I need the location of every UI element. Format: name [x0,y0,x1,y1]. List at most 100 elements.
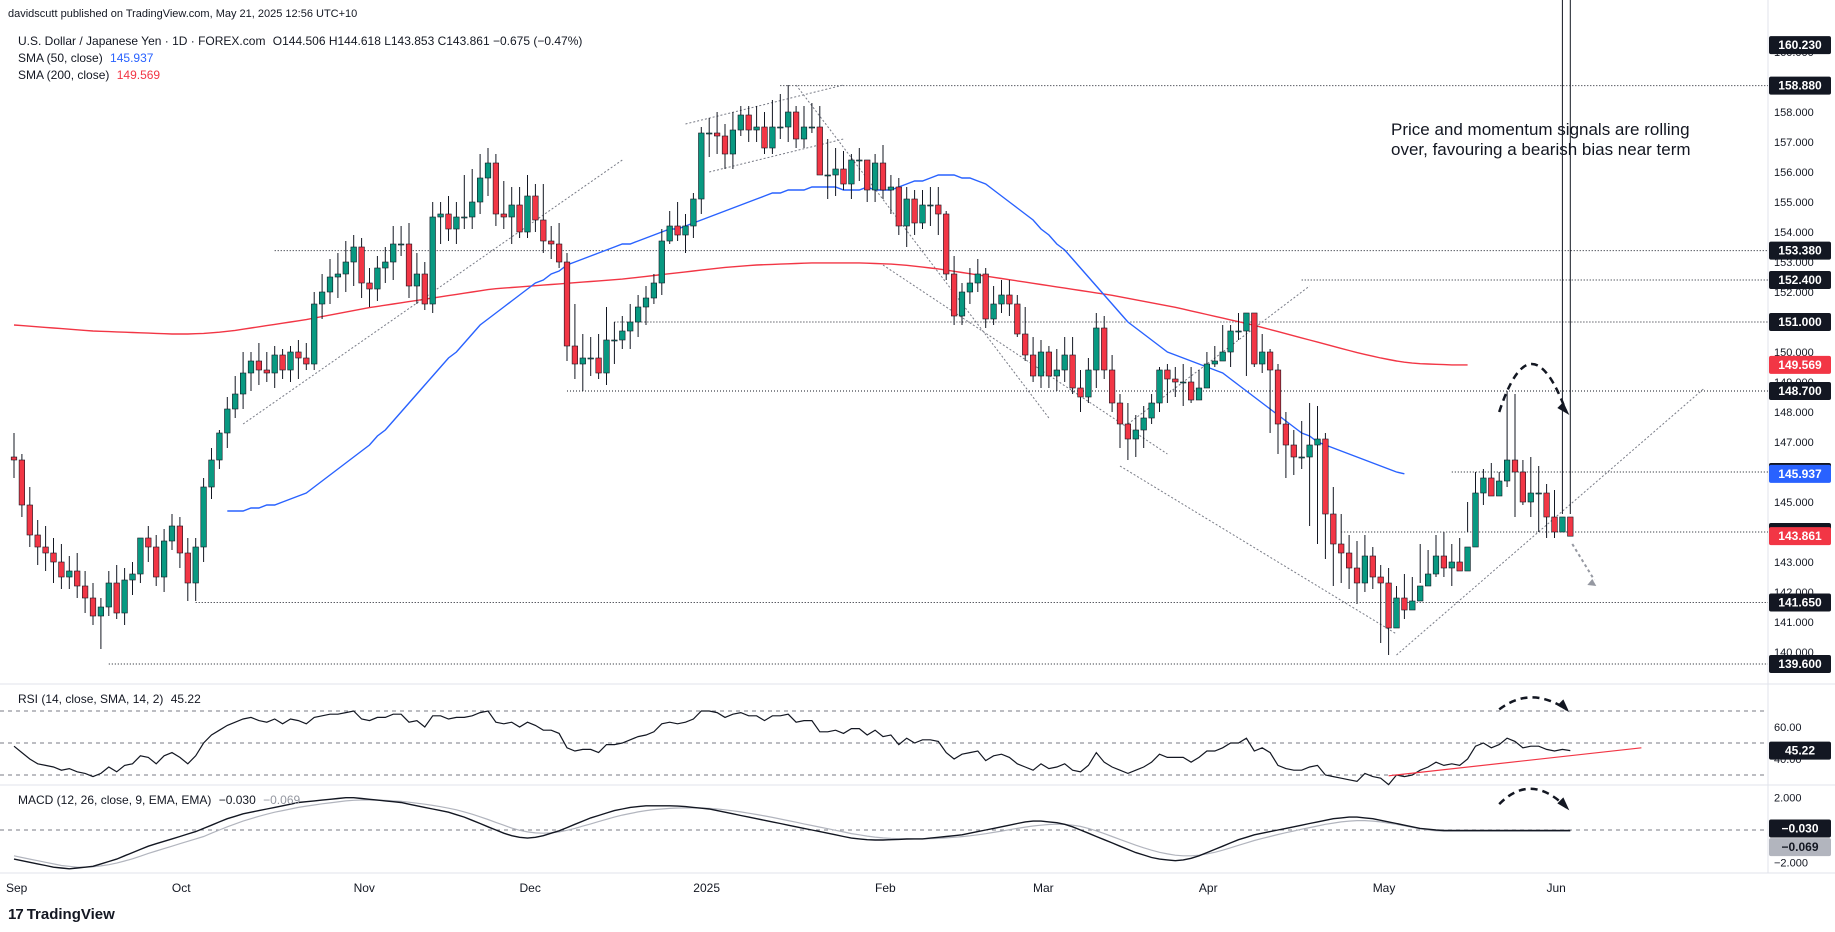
candle-body [1535,492,1542,495]
candle-body [10,456,18,461]
macd-badge-bg [1769,819,1831,838]
candle-body [82,585,89,599]
candle-body [887,186,894,191]
price-badge: 153.380 [1778,244,1822,258]
candle-body [1124,423,1131,440]
candle-body [1551,516,1558,533]
candle-body [1456,561,1463,572]
candle-body [690,198,697,227]
candle-body [1140,417,1147,431]
candle-body [413,273,421,287]
candle-body [255,360,263,371]
candle-body [121,579,128,614]
candle-body [1519,471,1526,503]
candle-body [532,195,539,221]
sma50-legend[interactable]: SMA (50, close) 145.937 [18,51,157,65]
price-tick-label: 148.000 [1774,407,1814,419]
candle-body [1425,573,1432,587]
candle-body [1488,477,1495,497]
candle-body [745,114,752,131]
candle-body [1180,381,1187,384]
candle-body [405,243,413,287]
price-tick-label: 143.000 [1774,557,1814,569]
macd-legend[interactable]: MACD (12, 26, close, 9, EMA, EMA) −0.030… [18,793,304,807]
candle-body [619,330,626,341]
candle-body [105,582,112,608]
candle-body [279,354,286,371]
price-badge: 139.600 [1778,657,1822,671]
candle-body [1259,351,1266,365]
candle-body [1077,387,1084,398]
candle-body [1172,378,1179,383]
candle-body [74,570,81,587]
candle-body [137,537,144,575]
candle-body [1219,351,1226,362]
candle-body [437,213,444,218]
candle-body [1306,444,1313,458]
publisher-text: davidscutt published on TradingView.com,… [8,8,358,20]
price-badge: 145.937 [1778,467,1822,481]
candle-body [603,339,610,374]
candle-body [247,360,255,374]
candle-body [500,213,507,218]
candle-body [634,306,642,323]
candle-body [1401,597,1408,611]
macd-tick-label: 2.000 [1774,793,1802,805]
rsi-legend[interactable]: RSI (14, close, SMA, 14, 2) 45.22 [18,692,205,706]
candle-body [785,111,792,128]
candle-body [927,204,934,207]
analysis-annotation: Price and momentum signals are rolling o… [1391,120,1691,159]
price-badge: 160.230 [1778,38,1822,52]
candle-body [1211,360,1218,365]
rsi-tick-label: 60.00 [1774,722,1802,734]
candle-body [990,303,997,320]
symbol-line: U.S. Dollar / Japanese Yen · 1D · FOREX.… [18,34,586,48]
sma200-value: 149.569 [116,68,161,82]
symbol-title[interactable]: U.S. Dollar / Japanese Yen · 1D · FOREX.… [18,34,266,48]
trendline [1119,465,1397,635]
candle-body [18,459,26,506]
candle-body [1148,402,1155,419]
candle-body [34,534,41,548]
candle-body [1061,354,1068,371]
candle-body [832,168,839,176]
candle-body [461,216,468,219]
price-badge: 151.000 [1778,315,1822,329]
candle-body [524,195,531,233]
candle-body [42,546,49,554]
candle-body [627,321,634,332]
rsi-badge: 45.22 [1785,744,1815,758]
tradingview-logo[interactable]: 17 TradingView [8,906,115,923]
candle-body [26,504,33,536]
candle-body [200,486,207,548]
sma200-legend[interactable]: SMA (200, close) 149.569 [18,68,164,82]
candle-body [303,357,310,365]
candle-body [540,219,547,242]
signal-line [13,799,1571,868]
price-badge-bg [1769,355,1831,374]
candle-body [1480,477,1487,494]
price-badge: 148.700 [1778,384,1822,398]
candle-body [1543,492,1550,518]
candle-body [271,354,278,374]
price-tick-label: 141.000 [1774,617,1814,629]
candle-body [548,240,555,245]
candle-body [1417,585,1424,602]
candle-body [453,216,460,230]
candle-body [1361,555,1368,584]
rsi-value: 45.22 [170,692,201,706]
candle-body [1085,369,1092,398]
candle-body [824,174,831,177]
time-tick-label: Jun [1547,881,1566,895]
candle-body [595,357,602,374]
candle-body [366,282,373,290]
candle-body [1037,351,1045,377]
candle-body [998,294,1005,305]
price-tick-label: 154.000 [1774,227,1814,239]
candle-body [792,111,800,140]
price-tick-label: 158.000 [1774,107,1814,119]
candle-body [1472,492,1479,548]
candle-body [1432,555,1440,575]
sma200-label: SMA (200, close) [18,68,110,82]
